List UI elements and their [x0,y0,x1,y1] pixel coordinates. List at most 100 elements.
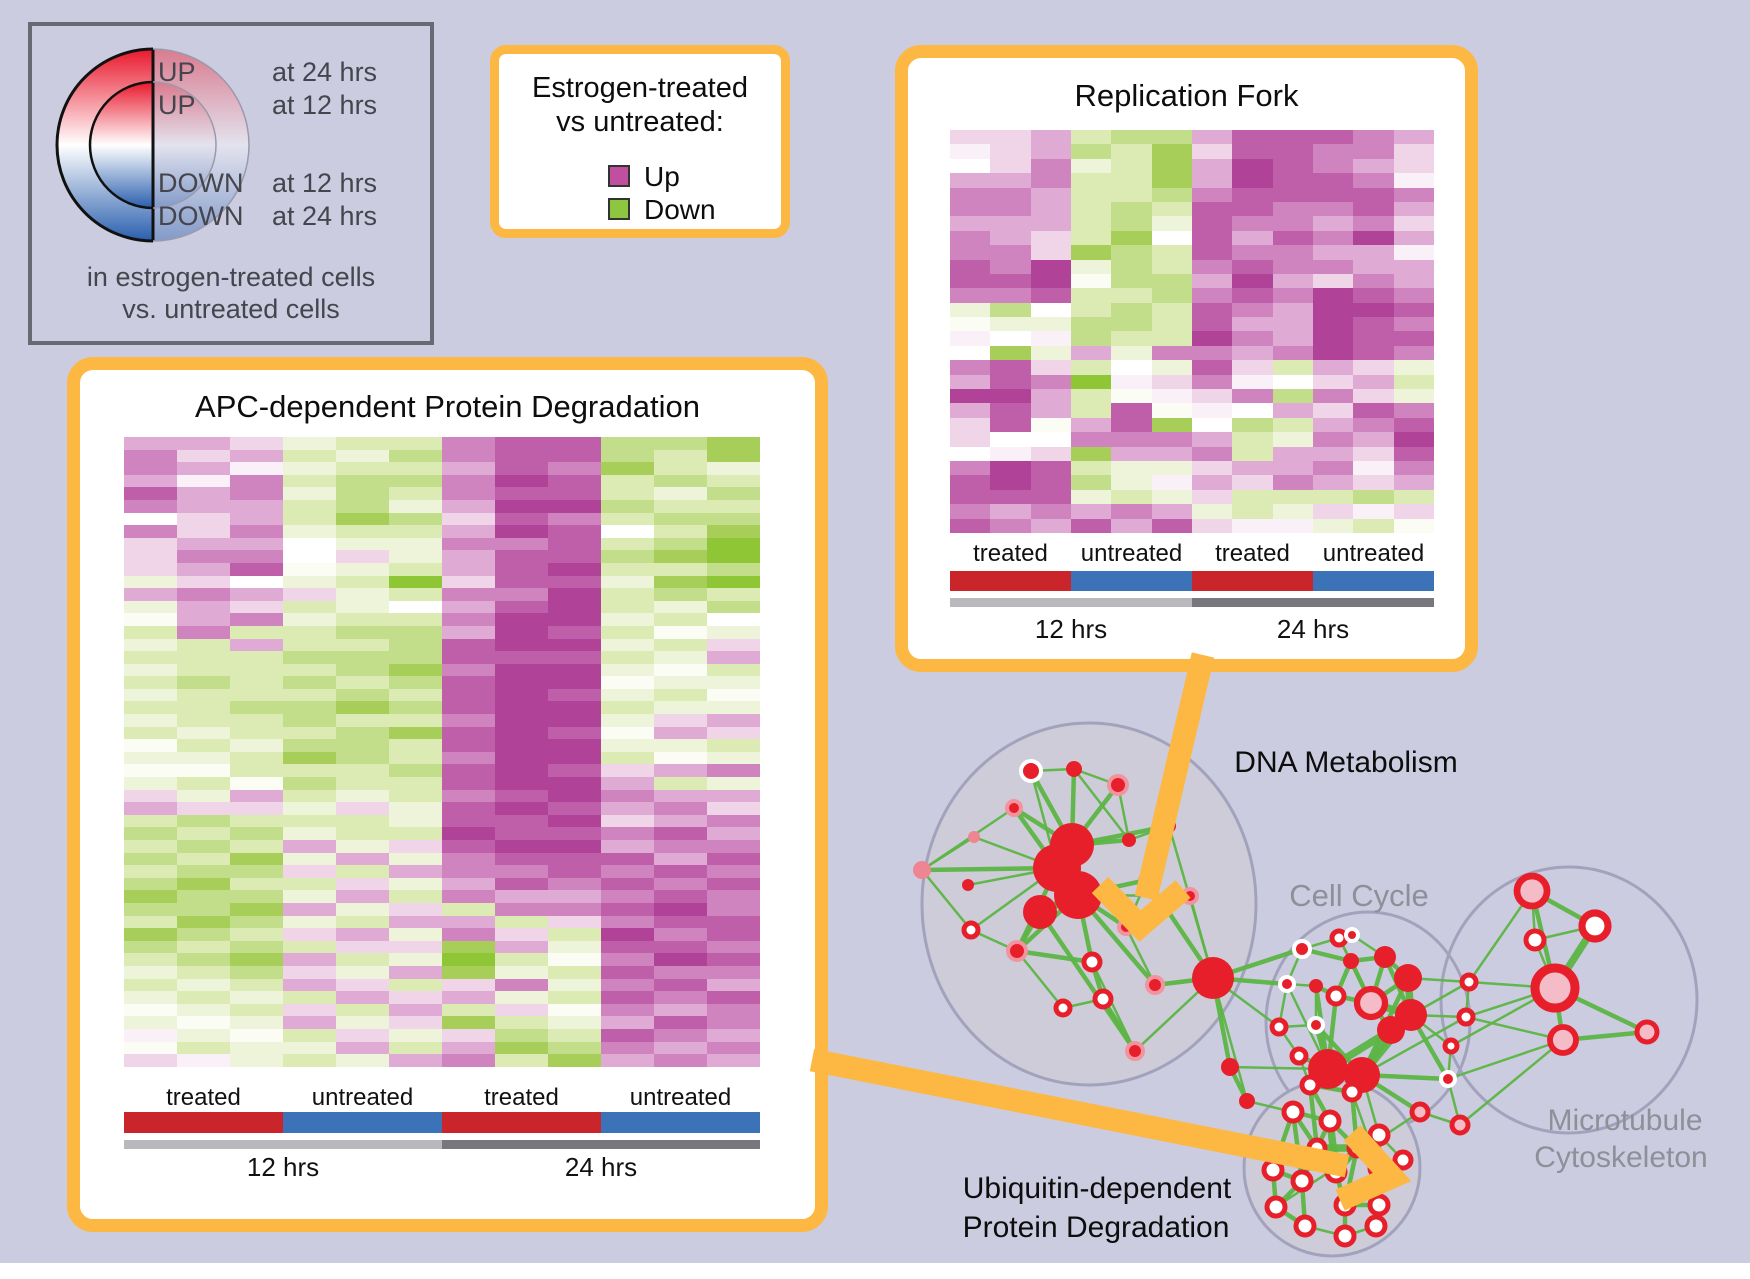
heatmap-row [124,827,760,840]
treated-bar [950,571,1071,591]
heatmap-cell [177,877,230,891]
heatmap-cell [177,840,230,853]
heatmap-cell [495,965,548,979]
heatmap-cell [177,575,230,589]
heatmap-cell [1393,317,1434,332]
heatmap-cell [707,1028,760,1042]
heatmap-cell [707,575,760,589]
heatmap-cell [548,814,601,828]
heatmap-cell [336,777,389,790]
heatmap-cell [442,562,495,576]
heatmap-cell [389,739,442,752]
heatmap-cell [124,550,177,563]
heatmap-cell [1393,158,1434,174]
heatmap-cell [707,562,760,576]
heatmap-row [950,331,1434,346]
heatmap-cell [177,688,230,702]
heatmap-cell [1151,417,1192,433]
heatmap-cell [950,302,991,318]
heatmap-row [950,403,1434,418]
heatmap-cell [950,432,991,447]
heatmap-cell [230,613,283,626]
bottom-margin [0,1263,1750,1279]
heatmap-cell [1070,216,1112,231]
heatmap-cell [1393,230,1434,246]
heatmap-cell [1312,317,1354,332]
heatmap-cell [1272,288,1313,303]
heatmap-cell [1191,446,1233,461]
heatmap-cell [336,739,389,752]
heatmap-row [950,432,1434,447]
heatmap-cell [230,751,283,765]
heatmap-cell [1272,374,1313,390]
heatmap-cell [1312,201,1354,217]
heatmap-cell [601,651,654,664]
microtubule-label-line1: Microtubule [1547,1104,1703,1137]
heatmap-cell [548,474,601,488]
heatmap-cell [601,840,654,853]
heatmap-cell [389,1003,442,1017]
apc-time-bars [124,1140,760,1149]
heatmap-cell [389,751,442,765]
heatmap-cell [1232,446,1273,461]
heatmap-row [124,751,760,765]
heatmap-cell [124,651,177,664]
heatmap-cell [1191,245,1233,260]
heatmap-cell [177,651,230,664]
heatmap-cell [654,739,707,752]
heatmap-cell [389,865,442,878]
heatmap-cell [601,852,654,866]
heatmap-cell [495,915,548,929]
network-edge [1307,1082,1320,1151]
heatmap-cell [601,751,654,765]
heatmap-cell [1191,144,1233,159]
heatmap-cell [548,915,601,929]
heatmap-cell [990,389,1031,404]
heatmap-cell [389,726,442,740]
heatmap-cell [1070,432,1112,447]
heatmap-cell [654,726,707,740]
heatmap-row [124,1054,760,1067]
heatmap-row [950,230,1434,246]
heatmap-cell [442,1028,495,1042]
heatmap-cell [389,1041,442,1055]
heatmap-cell [707,688,760,702]
heatmap-cell [495,991,548,1004]
network-node-u16 [1364,1214,1388,1238]
heatmap-cell [124,449,177,463]
heatmap-cell [1353,245,1394,260]
heatmap-cell [230,764,283,778]
ubiquitin-label-line2: Protein Degradation [962,1211,1230,1244]
heatmap-row [124,802,760,815]
heatmap-cell [283,840,336,853]
heatmap-cell [177,625,230,639]
heatmap-cell [283,865,336,878]
heatmap-cell [1312,216,1354,231]
heatmap-cell [495,852,548,866]
heatmap-cell [1030,302,1071,318]
heatmap-cell [1111,446,1152,461]
heatmap-cell [950,403,991,418]
heatmap-cell [336,537,389,551]
ring-legend-box [28,22,434,345]
heatmap-cell [1111,489,1152,505]
heatmap-cell [548,714,601,727]
heatmap-cell [1111,331,1152,346]
heatmap-cell [1191,302,1233,318]
heatmap-cell [336,940,389,954]
heatmap-cell [389,802,442,815]
heatmap-cell [336,588,389,601]
heatmap-cell [1353,158,1394,174]
heatmap-cell [1232,144,1273,159]
heatmap-cell [230,991,283,1004]
heatmap-cell [1111,130,1152,145]
heatmap-cell [601,726,654,740]
heatmap-cell [283,1054,336,1067]
heatmap-cell [1272,273,1313,289]
heatmap-cell [283,978,336,992]
heatmap-cell [1111,216,1152,231]
heatmap-cell [601,902,654,916]
heatmap-cell [601,789,654,803]
heatmap-cell [548,902,601,916]
heatmap-cell [1151,288,1192,303]
